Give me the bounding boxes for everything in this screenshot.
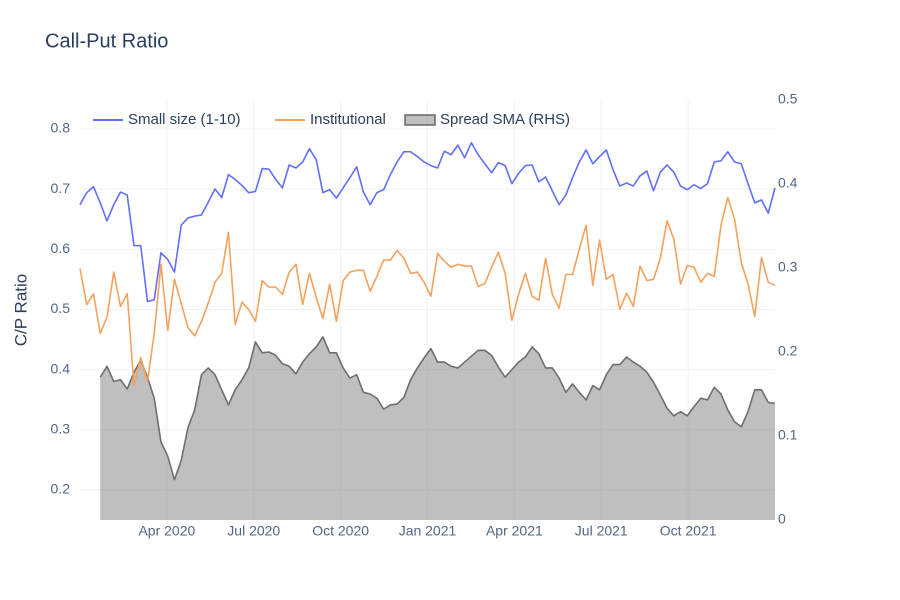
y2-tick-label: 0.2 [778,343,798,359]
x-tick-label: Jul 2020 [227,523,280,539]
y2-tick-label: 0.3 [778,259,798,275]
x-tick-label: Oct 2020 [312,523,369,539]
x-tick-label: Apr 2020 [138,523,195,539]
y-tick-label: 0.3 [51,420,71,436]
y2-tick-label: 0.5 [778,91,798,107]
legend-label: Institutional [310,111,386,128]
x-tick-label: Jan 2021 [399,523,457,539]
line [99,336,776,481]
y2-tick-label: 0 [778,511,786,527]
plot-area [79,141,776,520]
x-tick-label: Jul 2021 [575,523,628,539]
x-tick-label: Apr 2021 [486,523,543,539]
y-tick-label: 0.7 [51,180,71,196]
axes: 0.2 0.3 0.4 0.5 0.6 0.7 0.8 0 0.1 0.2 0.3 0.4 0.5 Apr… [51,91,798,539]
line [79,141,776,303]
legend-label: Spread SMA (RHS) [440,111,570,128]
line [79,196,776,387]
legend-swatch [404,114,436,126]
x-tick-label: Oct 2021 [660,523,717,539]
y2-tick-label: 0.1 [778,427,798,443]
y-tick-label: 0.4 [51,360,71,376]
y-axis-label: C/P Ratio [11,274,30,346]
y-tick-label: 0.2 [51,481,71,497]
legend-label: Small size (1-10) [128,111,241,128]
y-tick-label: 0.5 [51,300,71,316]
legend: Small size (1-10) Institutional Spread SMA… [93,111,570,128]
y-tick-label: 0.8 [51,120,71,136]
y-tick-label: 0.6 [51,240,71,256]
y2-tick-label: 0.4 [778,175,798,191]
area [100,336,776,520]
chart-title: Call-Put Ratio [45,30,168,52]
